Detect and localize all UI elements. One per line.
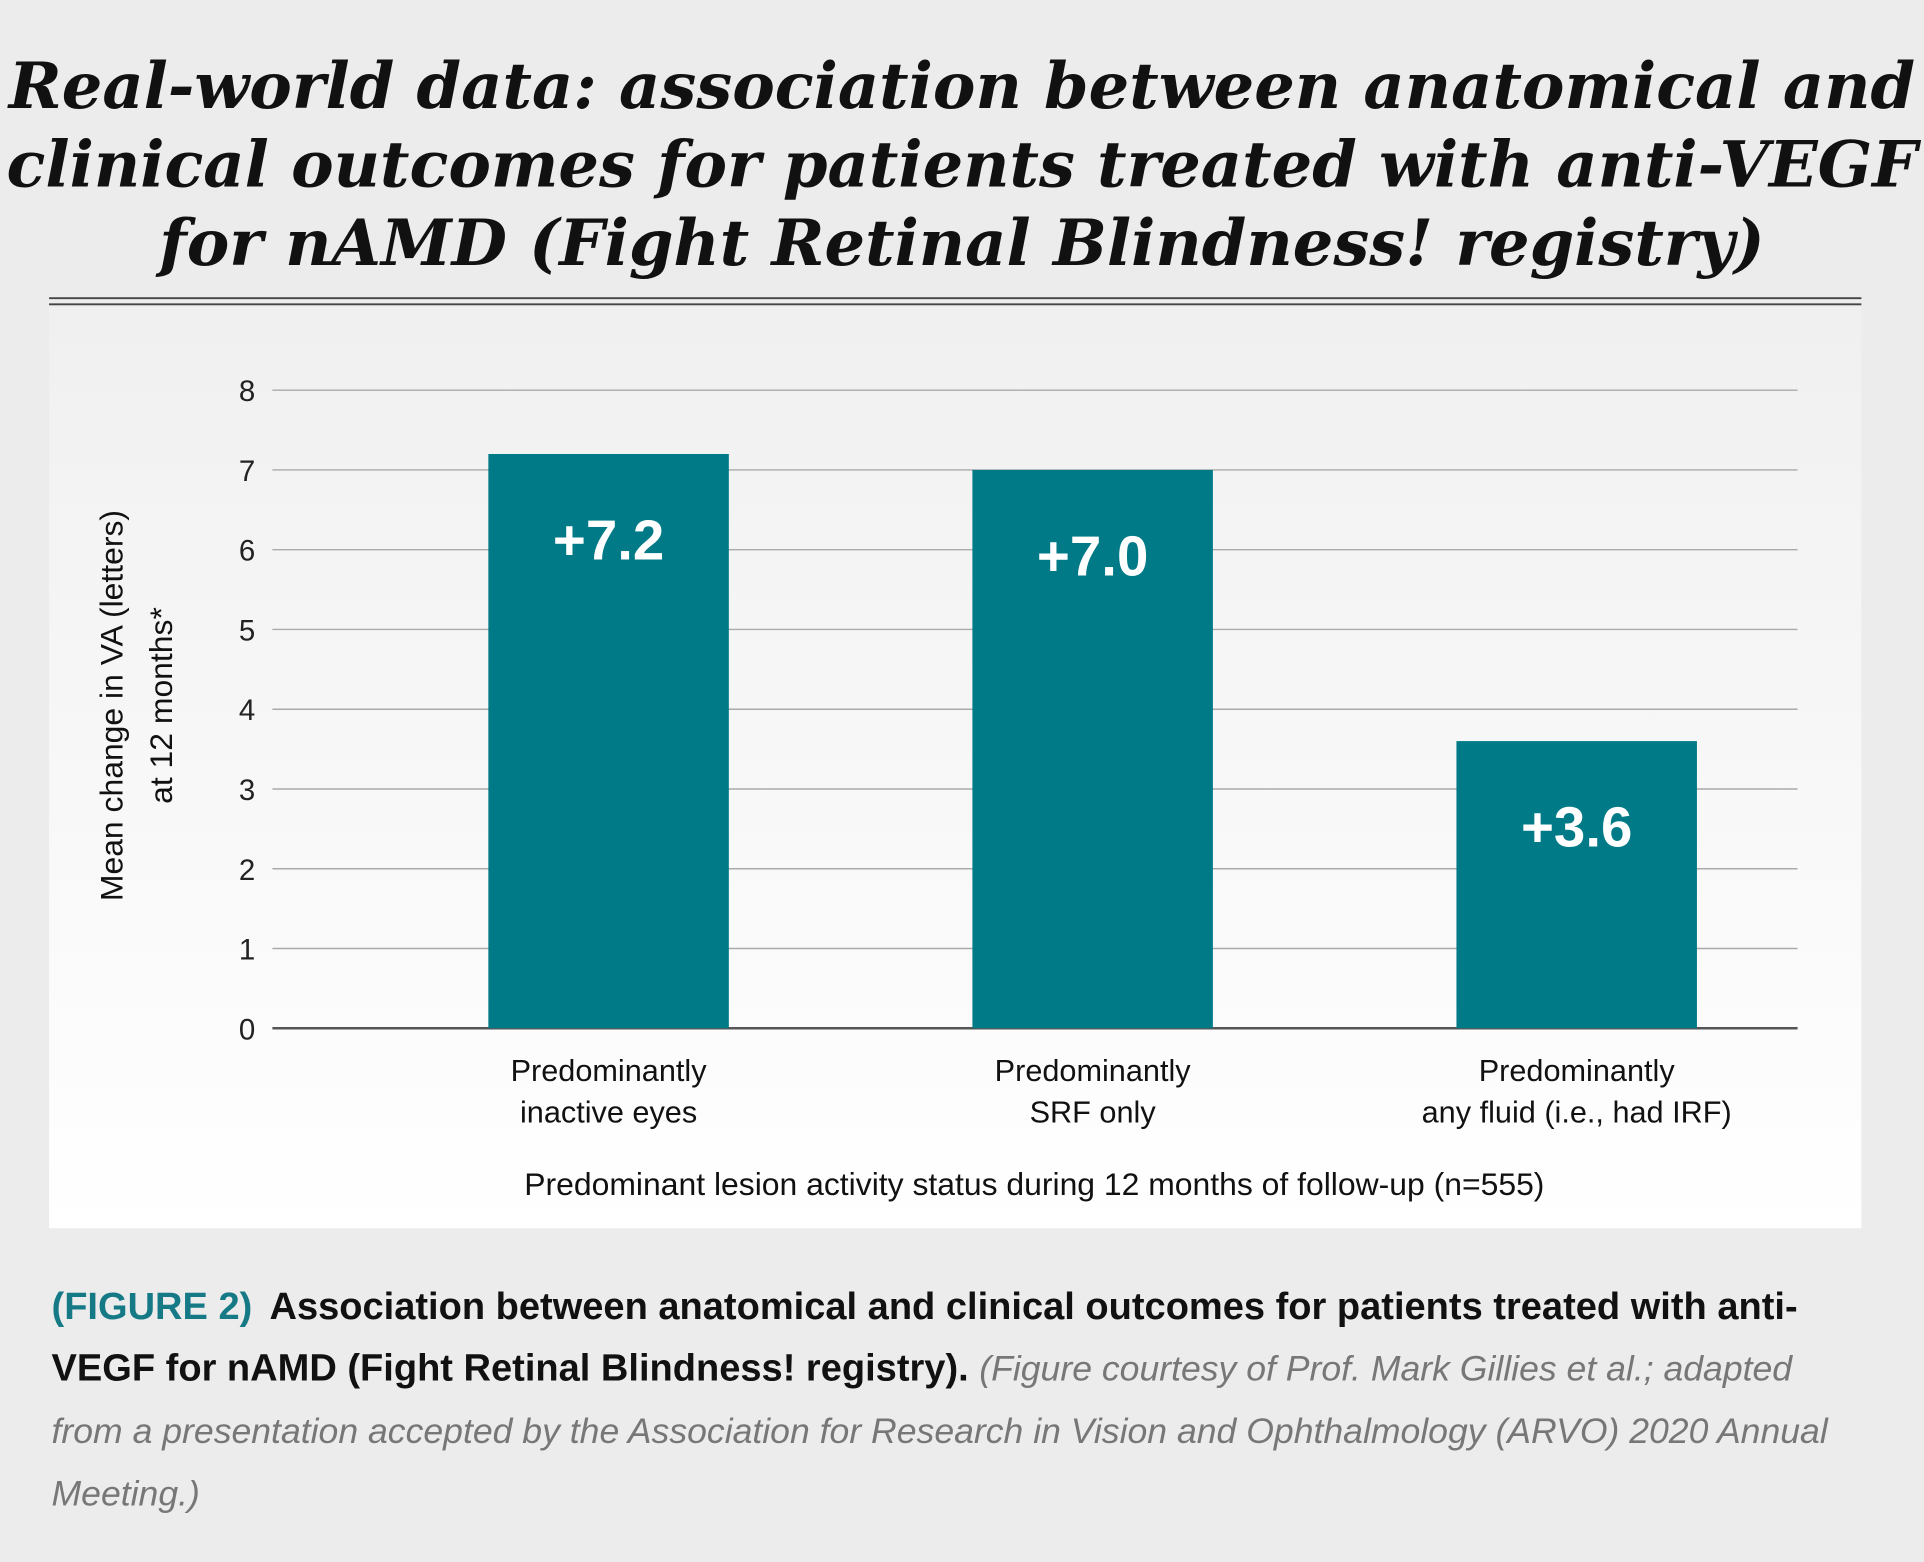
x-tick-label: inactive eyes xyxy=(520,1096,697,1130)
x-axis-label: Predominant lesion activity status durin… xyxy=(524,1166,1544,1202)
y-tick-label: 5 xyxy=(239,614,255,647)
chart-title: clinical outcomes for patients treated w… xyxy=(7,128,1922,203)
y-tick-label: 6 xyxy=(239,535,255,568)
y-tick-label: 0 xyxy=(239,1013,255,1046)
value-label: +7.0 xyxy=(1037,524,1148,587)
chart-title: Real-world data: association between ana… xyxy=(7,49,1915,124)
y-tick-label: 4 xyxy=(239,694,255,727)
bar xyxy=(972,469,1213,1029)
y-tick-label: 8 xyxy=(239,375,255,408)
y-tick-label: 3 xyxy=(239,774,255,807)
y-tick-label: 2 xyxy=(239,854,255,887)
caption-text: Association between anatomical and clini… xyxy=(51,1284,1798,1389)
chart-title: for nAMD (Fight Retinal Blindness! regis… xyxy=(155,206,1764,281)
x-tick-label: SRF only xyxy=(1030,1096,1157,1130)
value-label: +3.6 xyxy=(1521,796,1632,859)
caption-credit: (Figure courtesy of Prof. Mark Gillies e… xyxy=(51,1349,1828,1515)
x-tick-label: Predominantly xyxy=(1479,1054,1676,1088)
caption: (FIGURE 2) Association between anatomical… xyxy=(52,1276,1856,1525)
x-tick-label: Predominantly xyxy=(995,1054,1192,1088)
figure-label: (FIGURE 2) xyxy=(51,1284,253,1328)
bar xyxy=(488,453,729,1029)
bar xyxy=(1456,741,1697,1029)
y-axis-label: at 12 months* xyxy=(143,607,179,804)
y-axis-label: Mean change in VA (letters) xyxy=(94,510,130,901)
chart: Real-world data: association between ana… xyxy=(7,49,1922,1229)
x-tick-label: Predominantly xyxy=(511,1054,708,1088)
y-tick-label: 1 xyxy=(239,934,255,967)
y-tick-label: 7 xyxy=(239,455,255,488)
x-tick-label: any fluid (i.e., had IRF) xyxy=(1422,1096,1732,1130)
value-label: +7.2 xyxy=(553,509,664,572)
